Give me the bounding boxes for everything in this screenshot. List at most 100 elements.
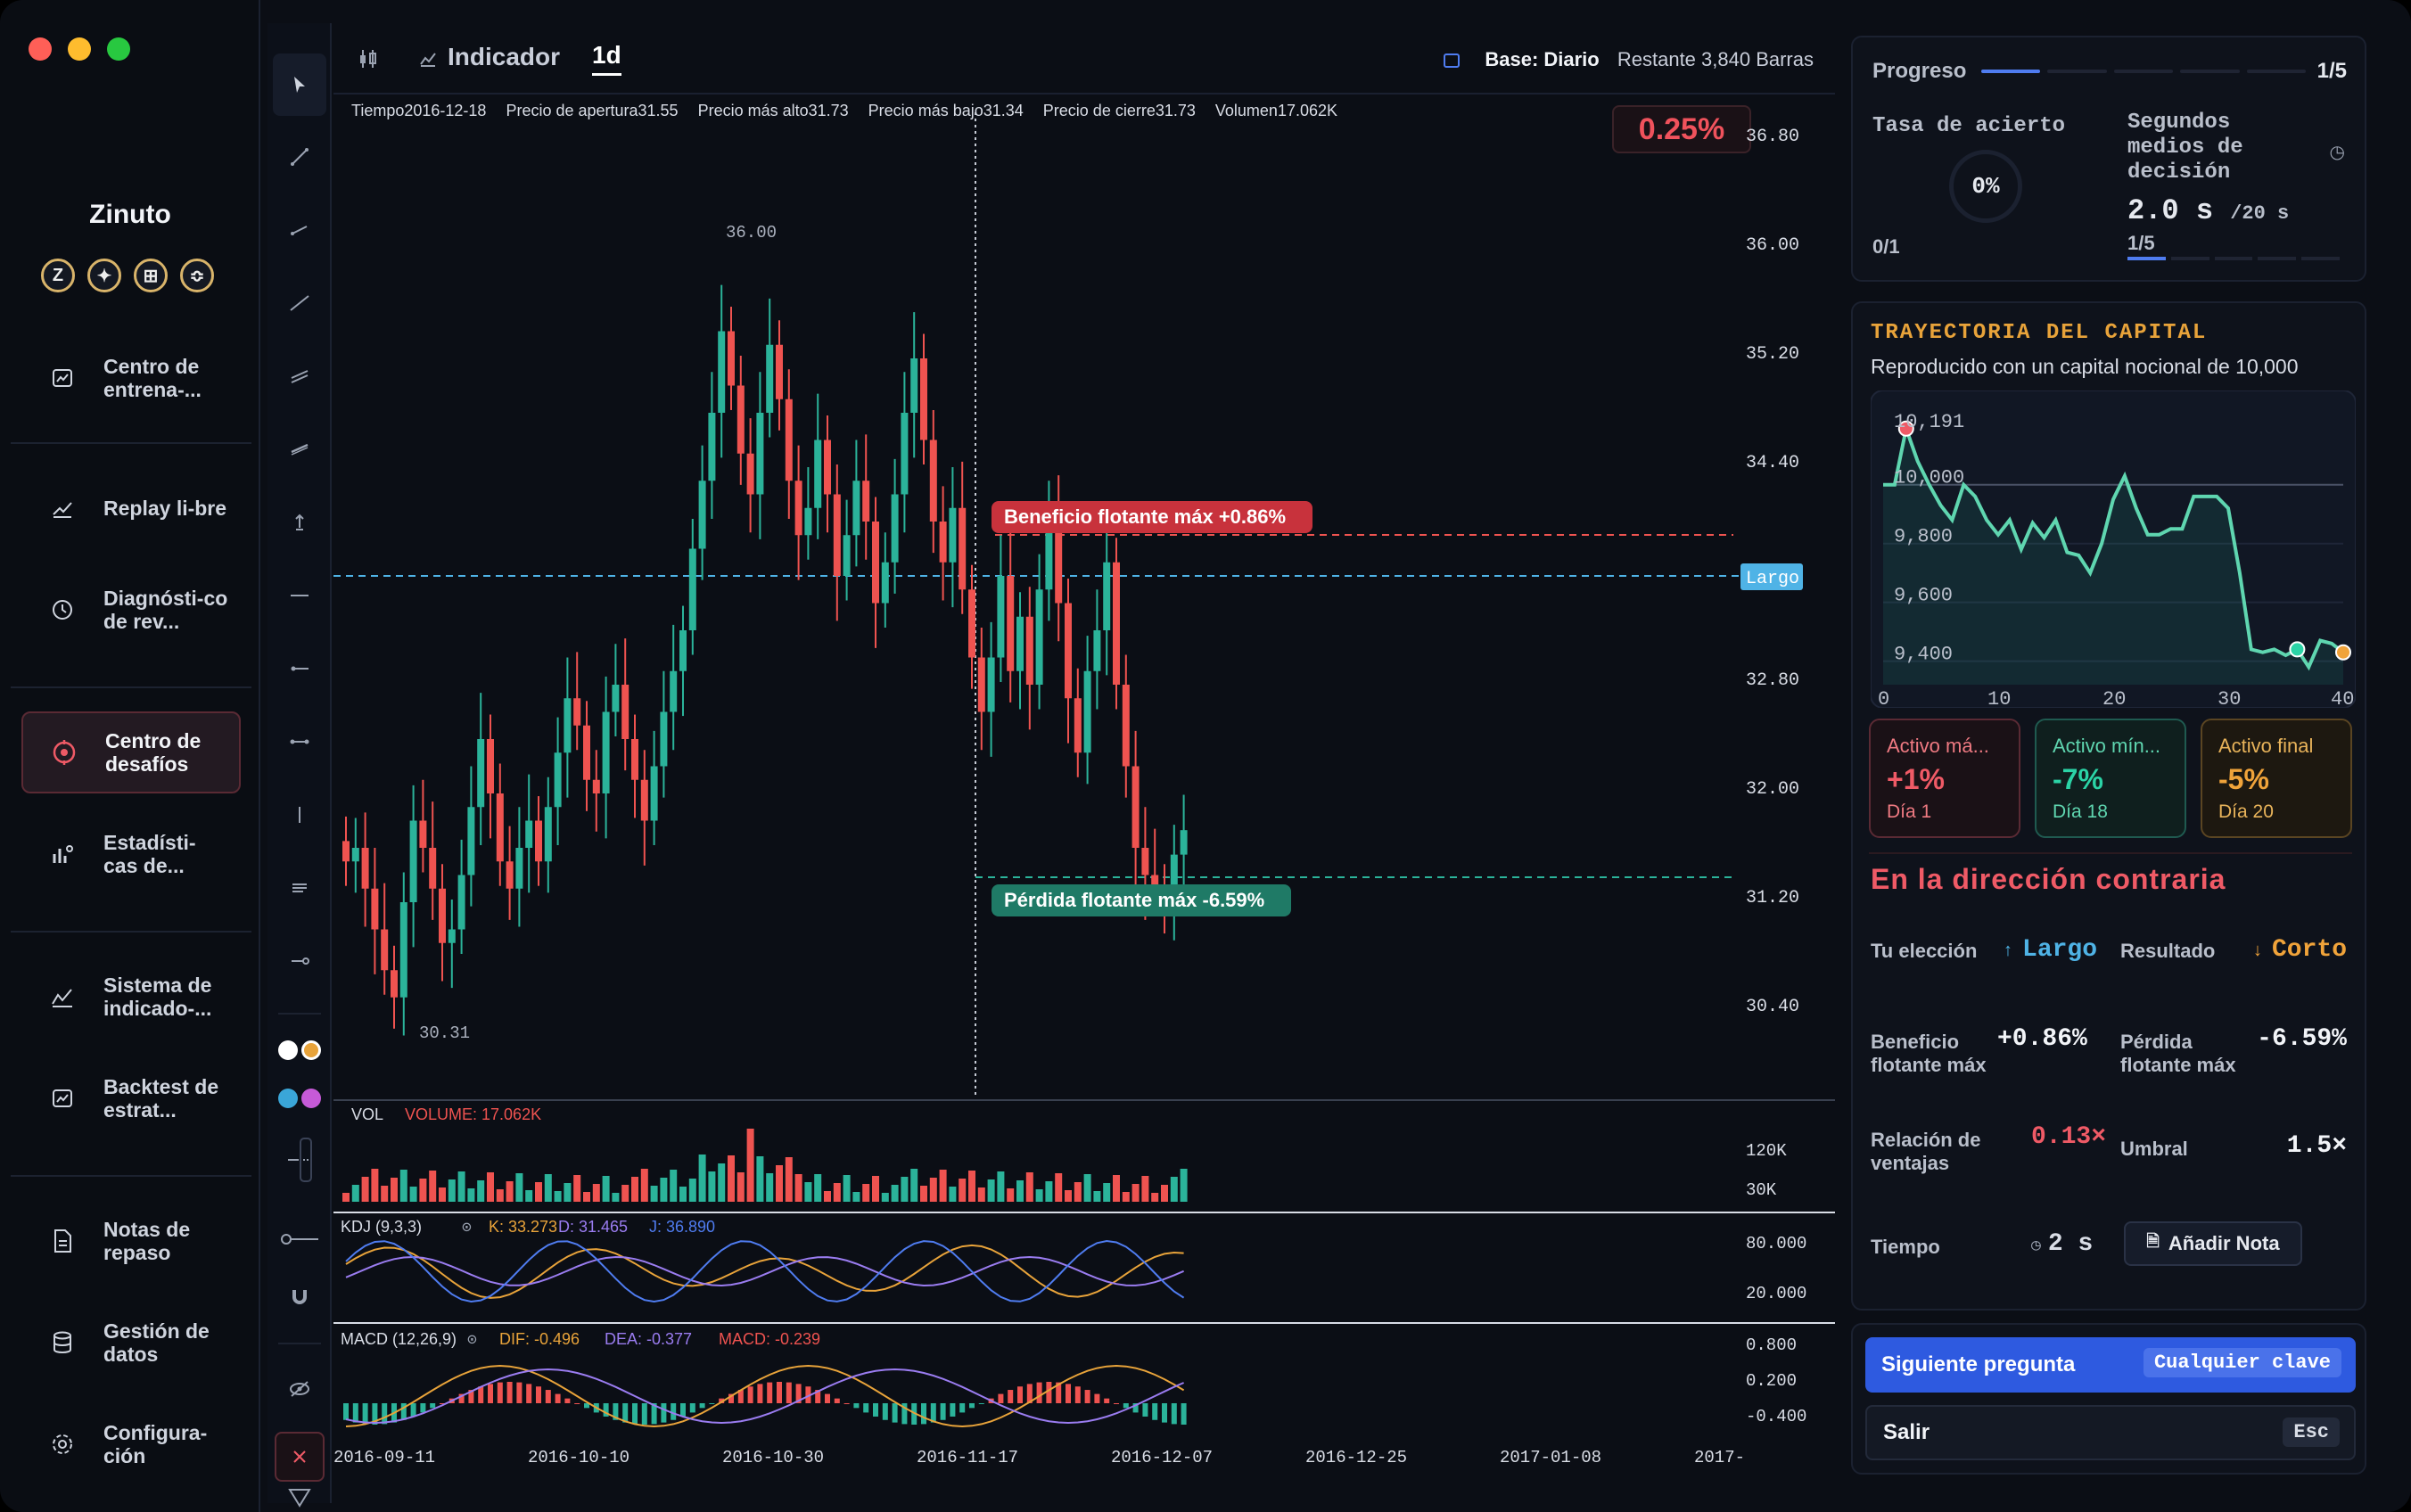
exit-button[interactable]: Salir Esc <box>1865 1405 2356 1460</box>
volume-bar <box>987 1179 995 1202</box>
close-window-button[interactable] <box>29 37 52 61</box>
macd-bar <box>400 1403 407 1420</box>
final-asset-title: Activo final <box>2218 735 2314 757</box>
vertical-line-tool-icon[interactable] <box>267 788 332 842</box>
candle-body <box>766 344 774 413</box>
sidebar-item-notes[interactable]: Notas de repaso <box>21 1200 241 1282</box>
parallel-channel-tool-icon[interactable] <box>267 349 332 403</box>
volume-bar <box>785 1157 793 1202</box>
ray-tool-icon[interactable] <box>267 203 332 257</box>
collapse-toolbar-icon[interactable] <box>267 1471 332 1512</box>
sidebar-item-diagnostics[interactable]: Diagnósti-co de rev... <box>21 569 241 651</box>
kdj-settings-icon[interactable]: ⊙ <box>462 1220 472 1237</box>
avg-segment <box>2170 257 2209 260</box>
candle-body <box>1016 616 1024 671</box>
macd-bar <box>1181 1403 1187 1425</box>
equity-x-tick: 0 <box>1878 688 1889 708</box>
price-tick: 36.80 <box>1746 127 1799 147</box>
sidebar-item-data[interactable]: Gestión de datos <box>21 1302 241 1384</box>
color-cyan-swatch-icon[interactable] <box>267 1072 332 1125</box>
sidebar-item-indicators[interactable]: Sistema de indicado-... <box>21 956 241 1038</box>
min-asset-title: Activo mín... <box>2053 735 2161 757</box>
volume-bar <box>621 1185 629 1202</box>
sidebar-item-challenges[interactable]: Centro de desafíos <box>21 711 241 793</box>
measure-tool-icon[interactable] <box>267 934 332 988</box>
timer-icon: ◷ <box>2031 1237 2041 1255</box>
minimize-window-button[interactable] <box>68 37 91 61</box>
equity-line <box>1883 422 2345 671</box>
hit-count: 0/1 <box>1872 235 1900 258</box>
candle-body <box>1093 630 1101 671</box>
macd-bar <box>1094 1393 1100 1403</box>
sidebar-item-settings[interactable]: Configura-ción <box>21 1403 241 1485</box>
volume-bar <box>361 1177 369 1202</box>
chart-header: Indicador 1d Base: Diario Restante 3,840… <box>333 23 1835 94</box>
macd-bar <box>1162 1403 1167 1423</box>
horizontal-line-tool-icon[interactable] <box>267 569 332 622</box>
delete-drawings-icon[interactable] <box>275 1432 325 1482</box>
equity-subtitle: Reproducido con un capital nocional de 1… <box>1871 355 2299 378</box>
candles-icon[interactable] <box>358 48 378 70</box>
candle-body <box>1151 875 1159 889</box>
volume-bar <box>399 1170 407 1202</box>
max-loss-value: -6.59% <box>2257 1025 2347 1053</box>
macd-bar <box>795 1384 802 1403</box>
candle-body <box>1131 766 1140 848</box>
vertical-arrow-tool-icon[interactable] <box>267 496 332 549</box>
macd-bar <box>372 1403 378 1425</box>
equity-chart[interactable]: 10,191 10,000 9,800 9,600 9,400 0 10 20 30 40 <box>1871 390 2356 708</box>
volume-bar <box>736 1172 745 1202</box>
ohlc-readout: Tiempo2016-12-18 Precio de apertura31.55… <box>351 102 1337 120</box>
zoom-window-button[interactable] <box>107 37 130 61</box>
max-loss-label: Pérdida flotante máx <box>2120 1031 2236 1076</box>
progress-segment <box>2113 70 2174 73</box>
next-question-button[interactable]: Siguiente pregunta Cualquier clave <box>1865 1337 2356 1393</box>
add-note-button[interactable]: 🗎 Añadir Nota <box>2124 1221 2302 1266</box>
indicator-button[interactable]: Indicador <box>448 43 561 70</box>
sidebar-item-stats[interactable]: Estadísti-cas de... <box>21 813 241 895</box>
indicator-icon <box>420 53 436 67</box>
candle-body <box>381 929 389 971</box>
candle-body <box>852 481 860 536</box>
extended-line-tool-icon[interactable] <box>267 276 332 330</box>
sidebar-item-backtest[interactable]: Backtest de estrat... <box>21 1057 241 1139</box>
macd-bar <box>1132 1403 1139 1413</box>
volume-bar <box>602 1176 610 1202</box>
candle-body <box>371 888 379 930</box>
sidebar-item-training[interactable]: Centro de entrena-... <box>21 337 241 419</box>
volume-bar <box>708 1171 716 1202</box>
macd-bar <box>1171 1403 1177 1425</box>
time-text: 2 s <box>2047 1230 2094 1258</box>
clock-icon: ◷ <box>2329 143 2345 162</box>
sidebar-item-replay[interactable]: Replay li-bre <box>21 467 241 549</box>
cursor-tool-icon[interactable] <box>273 53 326 116</box>
threshold-label: Umbral <box>2120 1138 2188 1160</box>
line-width-slider-icon[interactable] <box>267 1212 332 1266</box>
candle-body <box>554 752 562 808</box>
interval-tab-1d[interactable]: 1d <box>592 41 621 76</box>
brand-title: Zinuto <box>89 200 171 229</box>
fib-tool-icon[interactable] <box>267 861 332 915</box>
horizontal-ray-tool-icon[interactable] <box>267 642 332 695</box>
magnet-tool-icon[interactable] <box>267 1270 332 1323</box>
double-line-tool-icon[interactable] <box>267 423 332 476</box>
divider <box>11 931 251 933</box>
candlestick-chart[interactable]: 36.80 36.00 35.20 34.40 32.80 32.00 31.2… <box>333 23 1835 1478</box>
candle-body <box>881 562 889 604</box>
macd-settings-icon[interactable]: ⊙ <box>467 1332 477 1350</box>
candle-body <box>756 413 764 495</box>
hide-drawings-icon[interactable] <box>267 1362 332 1416</box>
min-asset-box: Activo mín... -7% Día 18 <box>2035 719 2186 838</box>
price-tick: 36.00 <box>1746 235 1799 256</box>
line-style-icon[interactable] <box>267 1129 332 1191</box>
macd-bar <box>940 1403 946 1420</box>
color-white-swatch-icon[interactable] <box>267 1023 332 1077</box>
macd-bar <box>930 1403 936 1423</box>
macd-bar <box>921 1403 926 1425</box>
range-tool-icon[interactable] <box>267 715 332 768</box>
avg-value: 2.0 s <box>2127 194 2214 227</box>
macd-bar <box>430 1403 436 1409</box>
trend-line-tool-icon[interactable] <box>267 130 332 184</box>
image-frame-icon <box>21 366 103 390</box>
candle-body <box>1083 670 1091 753</box>
